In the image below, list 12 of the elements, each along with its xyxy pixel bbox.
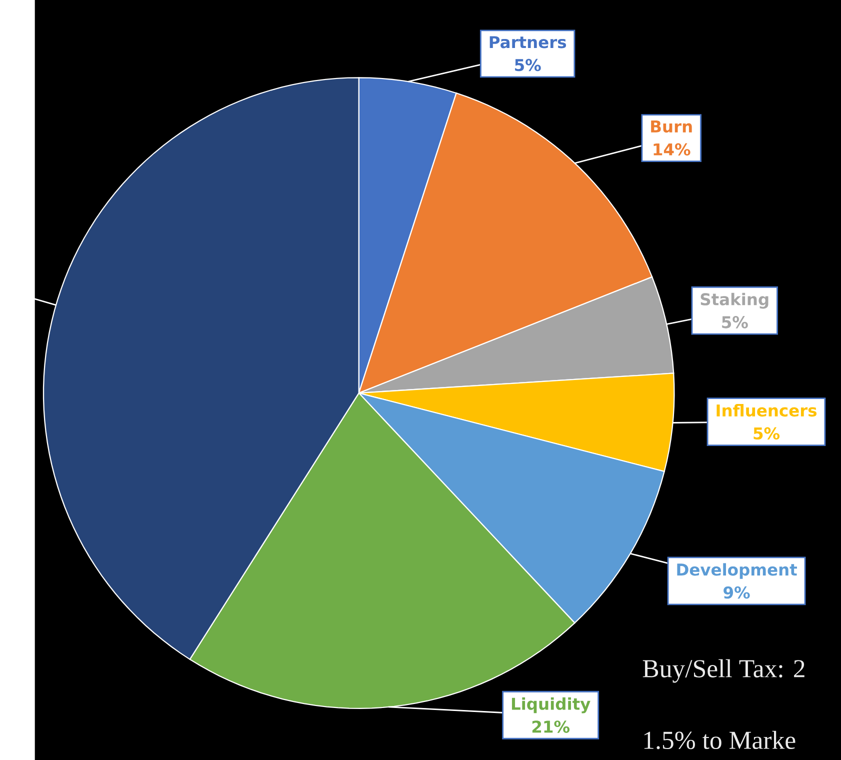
slice-label: Staking [700, 292, 768, 309]
slice-label: Burn [651, 120, 692, 133]
data-label: 5% [515, 58, 541, 72]
text: Buy/Sell Tax: 2 [642, 659, 804, 683]
slice-label: Liquidity [512, 697, 590, 714]
slice-label: Partners [490, 36, 566, 48]
data-label: 21% [532, 720, 570, 733]
data-label: 9% [724, 586, 750, 599]
data-label: 5% [754, 427, 780, 440]
text: 1.5% to Marke [644, 730, 796, 750]
slice-label: Influencers [716, 404, 817, 417]
data-label: 14% [654, 143, 690, 156]
